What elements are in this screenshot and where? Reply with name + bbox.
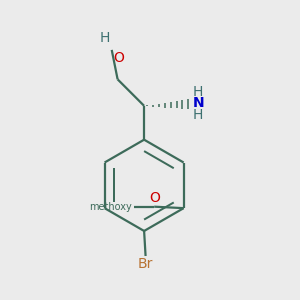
Text: O: O	[149, 191, 160, 205]
Text: Br: Br	[138, 257, 153, 272]
Text: N: N	[193, 96, 204, 110]
Text: O: O	[113, 51, 124, 65]
Text: H: H	[99, 32, 110, 46]
Text: H: H	[193, 108, 203, 122]
Text: H: H	[193, 85, 203, 99]
Text: methoxy: methoxy	[89, 202, 132, 212]
